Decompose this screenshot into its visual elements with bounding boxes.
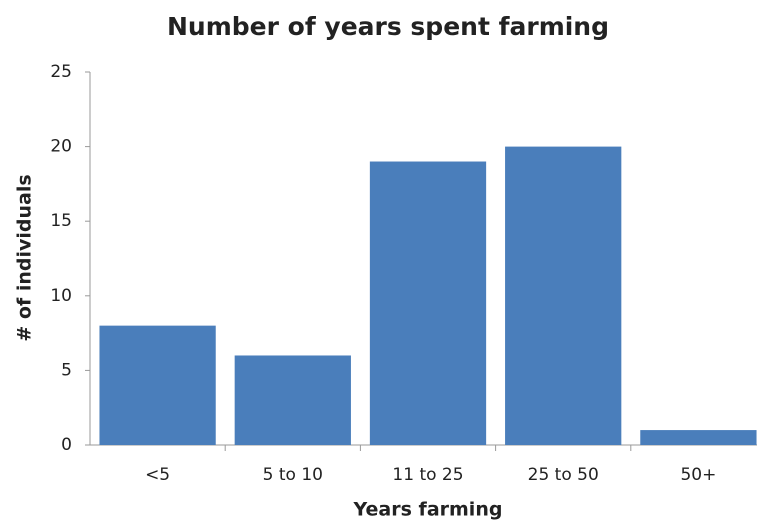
y-axis-title: # of individuals: [14, 174, 36, 341]
x-tick-label: 5 to 10: [263, 465, 323, 485]
y-tick-label: 20: [50, 137, 72, 157]
chart-title: Number of years spent farming: [167, 12, 609, 41]
bar: [234, 355, 351, 445]
x-tick-label: 11 to 25: [392, 465, 463, 485]
y-tick-label: 15: [50, 211, 72, 231]
x-tick-label: <5: [145, 465, 170, 485]
x-tick-label: 50+: [680, 465, 716, 485]
x-tick-label: 25 to 50: [528, 465, 599, 485]
x-axis-title: Years farming: [353, 499, 503, 521]
bar: [369, 161, 487, 445]
y-tick-label: 5: [61, 360, 72, 380]
y-tick-label: 10: [50, 286, 72, 306]
bar: [640, 430, 757, 445]
bar: [99, 325, 216, 445]
y-tick-label: 0: [61, 435, 72, 455]
y-tick-label: 25: [50, 62, 72, 82]
bar: [505, 146, 622, 445]
